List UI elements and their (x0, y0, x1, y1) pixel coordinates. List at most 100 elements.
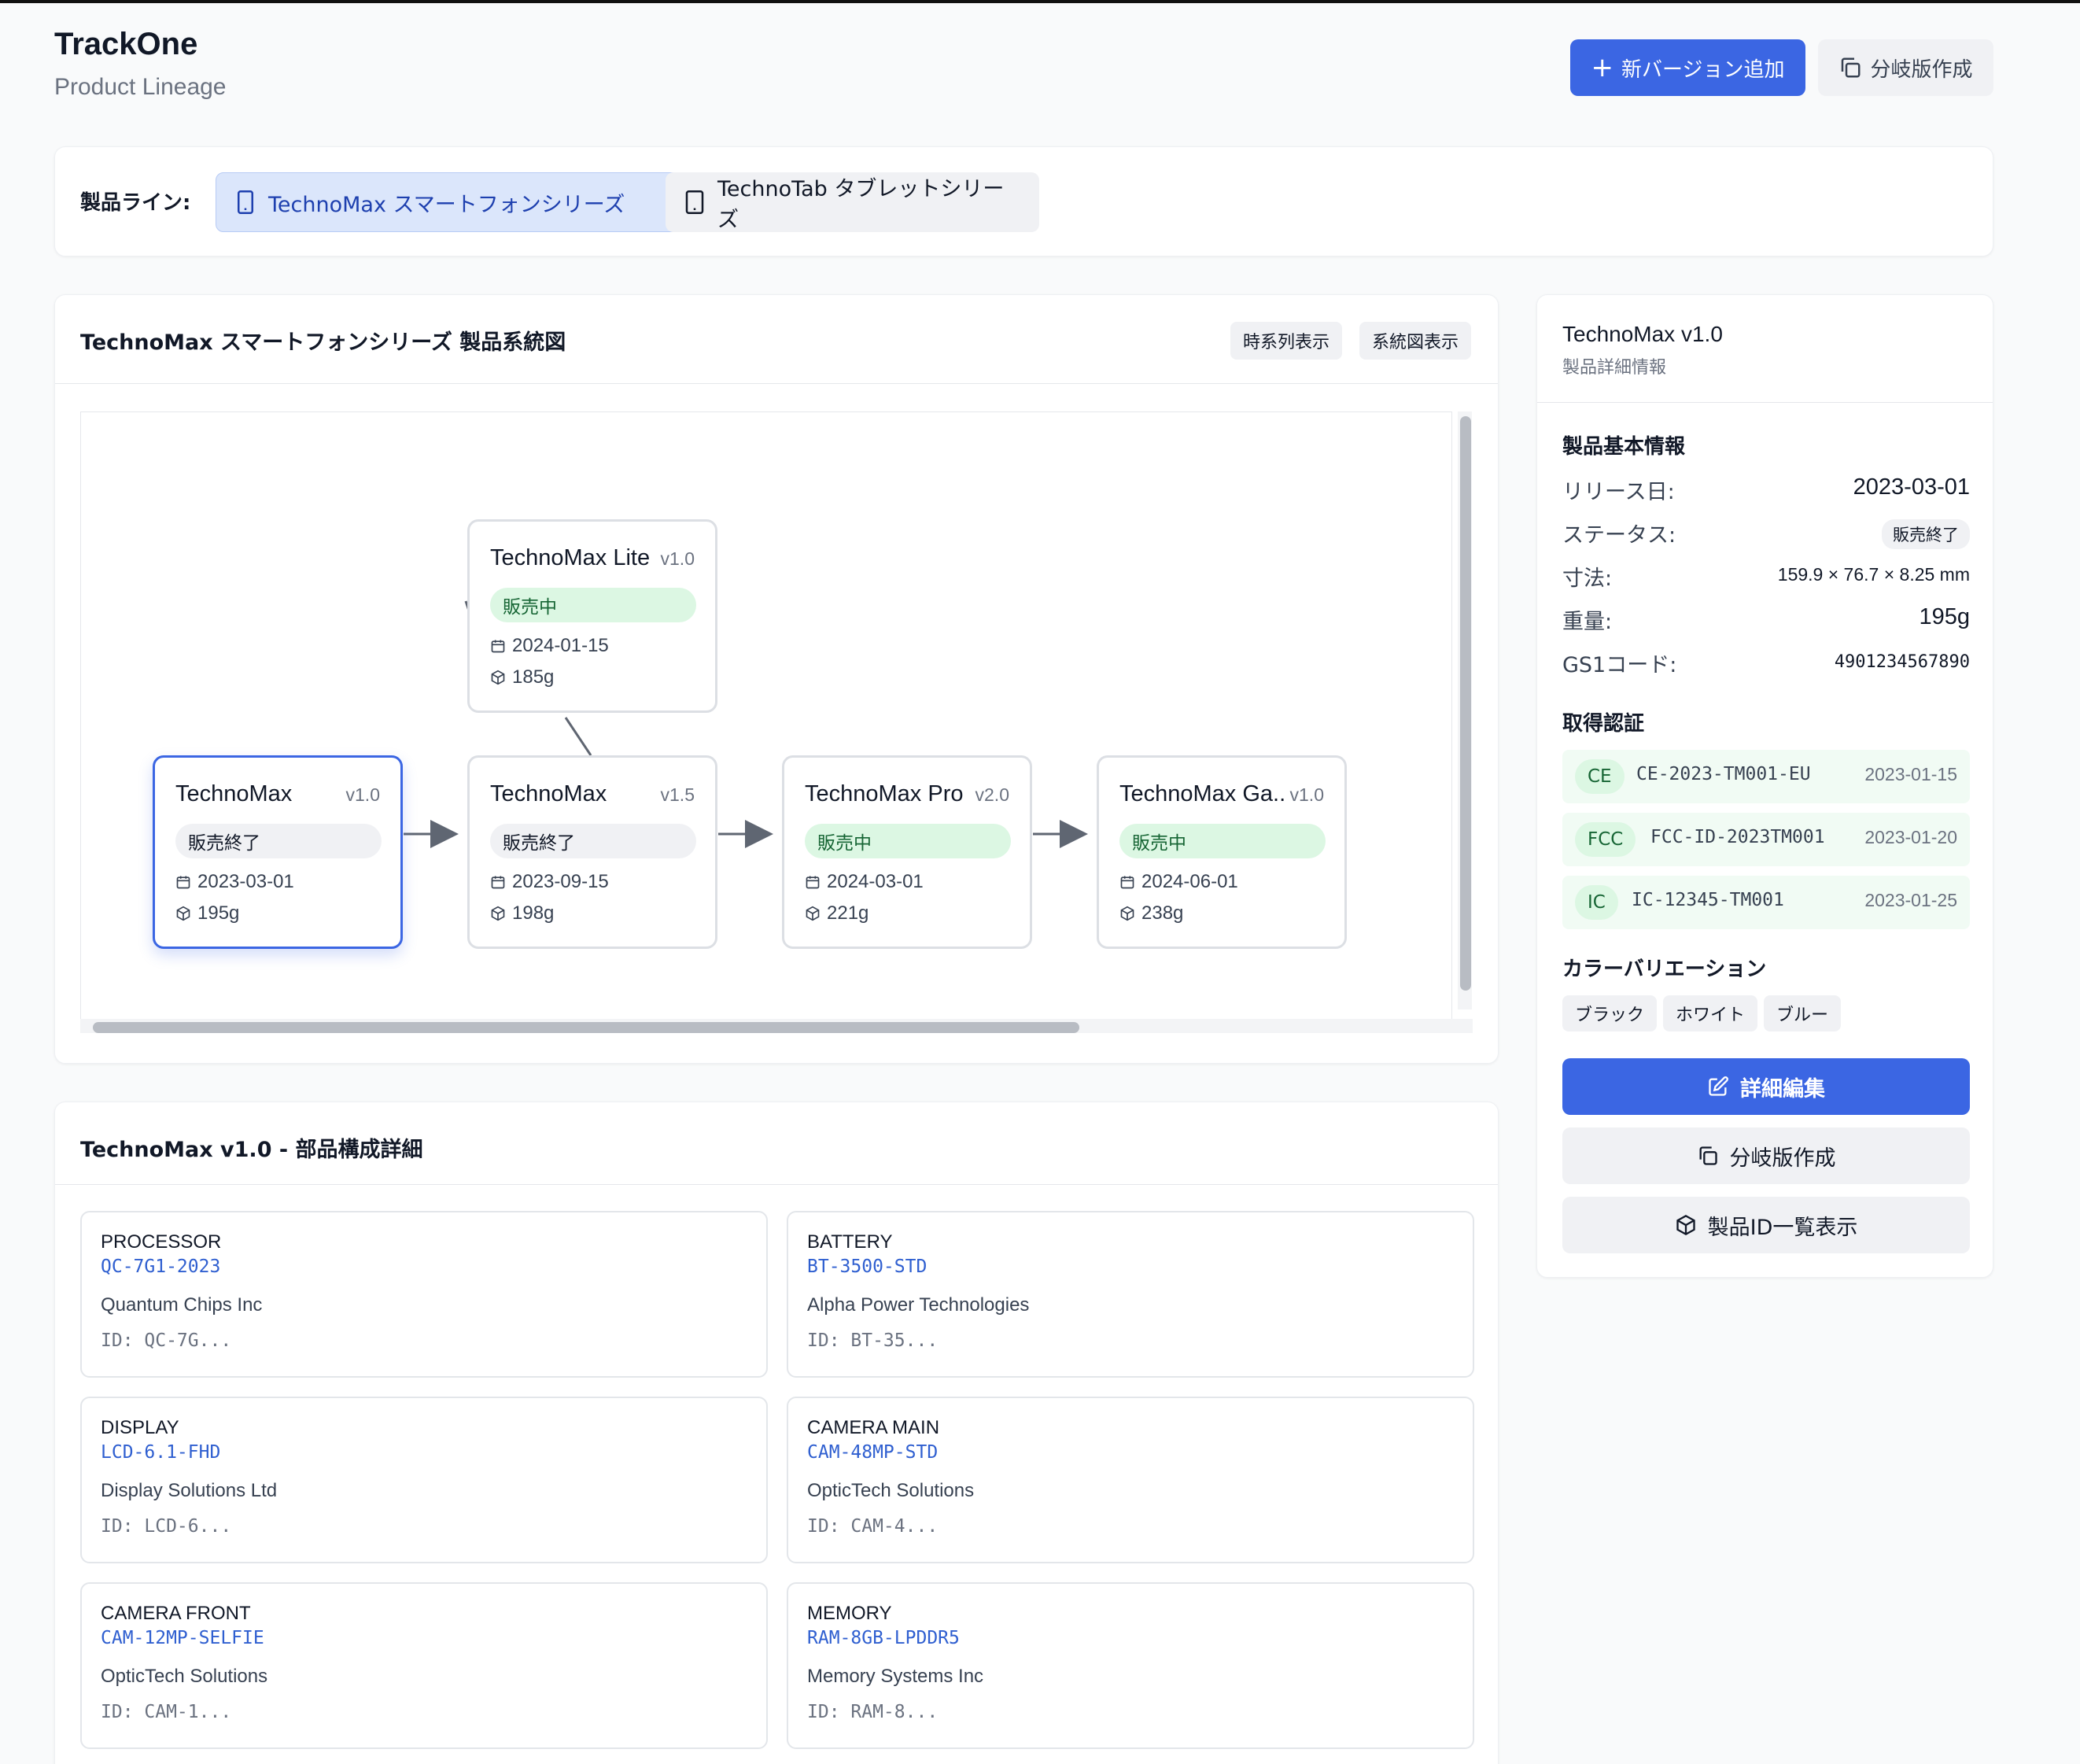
cert-date: 2023-01-20 (1864, 827, 1957, 847)
calendar-icon (490, 874, 506, 890)
edit-details-button[interactable]: 詳細編集 (1562, 1058, 1970, 1115)
part-card[interactable]: PROCESSOR QC-7G1-2023 Quantum Chips Inc … (80, 1211, 768, 1378)
part-card[interactable]: BATTERY BT-3500-STD Alpha Power Technolo… (787, 1211, 1474, 1378)
node-weight: 198g (490, 902, 554, 924)
cert-row: FCC FCC-ID-2023TM001 2023-01-20 (1562, 813, 1970, 866)
tree-view-button[interactable]: 系統図表示 (1359, 322, 1472, 360)
vertical-scrollbar-thumb[interactable] (1460, 416, 1471, 991)
cert-tag: IC (1575, 885, 1618, 920)
box-icon (175, 906, 191, 921)
part-maker: Display Solutions Ltd (101, 1480, 278, 1501)
details-title: TechnoMax v1.0 (1562, 322, 1723, 346)
status-badge: 販売終了 (490, 824, 696, 858)
release-date-label: リリース日: (1562, 480, 1675, 504)
part-card[interactable]: CAMERA FRONT CAM-12MP-SELFIE OpticTech S… (80, 1582, 768, 1749)
node-date-value: 2024-01-15 (512, 635, 609, 656)
edge-v15-lite (564, 717, 592, 756)
calendar-icon (805, 874, 821, 890)
branch-version-label: 分岐版作成 (1870, 57, 1973, 82)
product-line-label: 製品ライン: (80, 191, 191, 215)
lineage-node-lite[interactable]: TechnoMax Lite v1.0 販売中 2024-01-15 185g (467, 519, 717, 713)
node-version: v1.0 (345, 784, 380, 805)
box-icon (1675, 1214, 1697, 1236)
plus-icon: + (1591, 52, 1614, 83)
status-label: ステータス: (1562, 523, 1676, 548)
status-badge: 販売終了 (175, 824, 382, 858)
calendar-icon (490, 638, 506, 654)
diagram-canvas[interactable]: TechnoMax Lite v1.0 販売中 2024-01-15 185g … (80, 411, 1452, 1025)
copy-icon (1838, 56, 1862, 79)
part-type: CAMERA MAIN (807, 1417, 940, 1438)
dimensions-row: 寸法: 159.9 × 76.7 × 8.25 mm (1562, 561, 1970, 596)
certifications-heading: 取得認証 (1562, 712, 1645, 736)
status-badge: 販売中 (490, 588, 696, 622)
gs1-row: GS1コード: 4901234567890 (1562, 648, 1970, 682)
lineage-node-v10[interactable]: TechnoMax v1.0 販売終了 2023-03-01 195g (153, 755, 403, 949)
lineage-node-v15[interactable]: TechnoMax v1.5 販売終了 2023-09-15 198g (467, 755, 717, 949)
edit-details-label: 詳細編集 (1740, 1076, 1825, 1102)
product-id-list-button[interactable]: 製品ID一覧表示 (1562, 1197, 1970, 1253)
part-id: ID: RAM-8... (807, 1702, 939, 1722)
node-date: 2023-09-15 (490, 871, 609, 893)
branch-version-panel-button[interactable]: 分岐版作成 (1562, 1127, 1970, 1184)
part-card[interactable]: MEMORY RAM-8GB-LPDDR5 Memory Systems Inc… (787, 1582, 1474, 1749)
product-line-technotab[interactable]: TechnoTab タブレットシリーズ (666, 172, 1039, 232)
node-date-value: 2024-03-01 (827, 871, 924, 892)
part-code: CAM-12MP-SELFIE (101, 1628, 264, 1648)
part-maker: Quantum Chips Inc (101, 1294, 263, 1316)
node-weight-value: 185g (512, 666, 555, 688)
weight-row: 重量: 195g (1562, 604, 1970, 639)
box-icon (1119, 906, 1135, 921)
weight-value: 195g (1919, 604, 1970, 629)
node-date-value: 2023-09-15 (512, 871, 609, 892)
part-id: ID: BT-35... (807, 1330, 939, 1351)
edit-icon (1707, 1076, 1729, 1098)
node-date-value: 2023-03-01 (197, 871, 294, 892)
dimensions-value: 159.9 × 76.7 × 8.25 mm (1777, 564, 1970, 585)
node-weight-value: 195g (197, 902, 240, 924)
app-subtitle: Product Lineage (54, 74, 227, 100)
node-name: TechnoMax (175, 781, 293, 806)
parts-composition-card: TechnoMax v1.0 - 部品構成詳細 PROCESSOR QC-7G1… (54, 1102, 1499, 1764)
copy-icon (1697, 1145, 1719, 1167)
calendar-icon (1119, 874, 1135, 890)
cert-id: CE-2023-TM001-EU (1636, 764, 1811, 784)
cert-row: CE CE-2023-TM001-EU 2023-01-15 (1562, 750, 1970, 803)
status-badge: 販売終了 (1882, 519, 1970, 549)
node-weight-value: 238g (1141, 902, 1184, 924)
branch-version-button[interactable]: 分岐版作成 (1818, 39, 1993, 96)
phone-icon (235, 190, 256, 214)
product-line-technomax[interactable]: TechnoMax スマートフォンシリーズ (216, 172, 695, 232)
part-code: LCD-6.1-FHD (101, 1442, 221, 1463)
lineage-node-gaming[interactable]: TechnoMax Ga... v1.0 販売中 2024-06-01 238g (1097, 755, 1347, 949)
part-id: ID: CAM-1... (101, 1702, 232, 1722)
part-code: QC-7G1-2023 (101, 1257, 221, 1277)
add-version-button[interactable]: + 新バージョン追加 (1570, 39, 1805, 96)
node-weight: 185g (490, 666, 554, 688)
node-date: 2024-06-01 (1119, 871, 1238, 893)
part-card[interactable]: DISPLAY LCD-6.1-FHD Display Solutions Lt… (80, 1397, 768, 1563)
node-name: TechnoMax Pro (805, 781, 964, 806)
part-code: RAM-8GB-LPDDR5 (807, 1628, 960, 1648)
cert-id: FCC-ID-2023TM001 (1650, 827, 1825, 847)
color-chip-blue: ブルー (1764, 995, 1842, 1031)
part-card[interactable]: CAMERA MAIN CAM-48MP-STD OpticTech Solut… (787, 1397, 1474, 1563)
product-id-list-label: 製品ID一覧表示 (1707, 1215, 1858, 1240)
part-maker: Alpha Power Technologies (807, 1294, 1030, 1316)
box-icon (805, 906, 821, 921)
part-maker: Memory Systems Inc (807, 1666, 984, 1687)
branch-version-panel-label: 分岐版作成 (1729, 1146, 1836, 1171)
details-subtitle: 製品詳細情報 (1562, 358, 1667, 378)
part-type: PROCESSOR (101, 1231, 222, 1253)
product-details-panel: TechnoMax v1.0 製品詳細情報 製品基本情報 リリース日: 2023… (1536, 294, 1993, 1278)
cert-date: 2023-01-15 (1864, 764, 1957, 784)
divider (55, 1184, 1498, 1185)
product-line-technomax-label: TechnoMax スマートフォンシリーズ (268, 192, 625, 217)
part-maker: OpticTech Solutions (807, 1480, 975, 1501)
horizontal-scrollbar-thumb[interactable] (93, 1022, 1079, 1033)
timeline-view-button[interactable]: 時系列表示 (1230, 322, 1343, 360)
add-version-label: 新バージョン追加 (1621, 57, 1785, 82)
lineage-node-pro[interactable]: TechnoMax Pro v2.0 販売中 2024-03-01 221g (782, 755, 1032, 949)
node-version: v1.0 (660, 548, 695, 569)
dimensions-label: 寸法: (1562, 566, 1613, 591)
